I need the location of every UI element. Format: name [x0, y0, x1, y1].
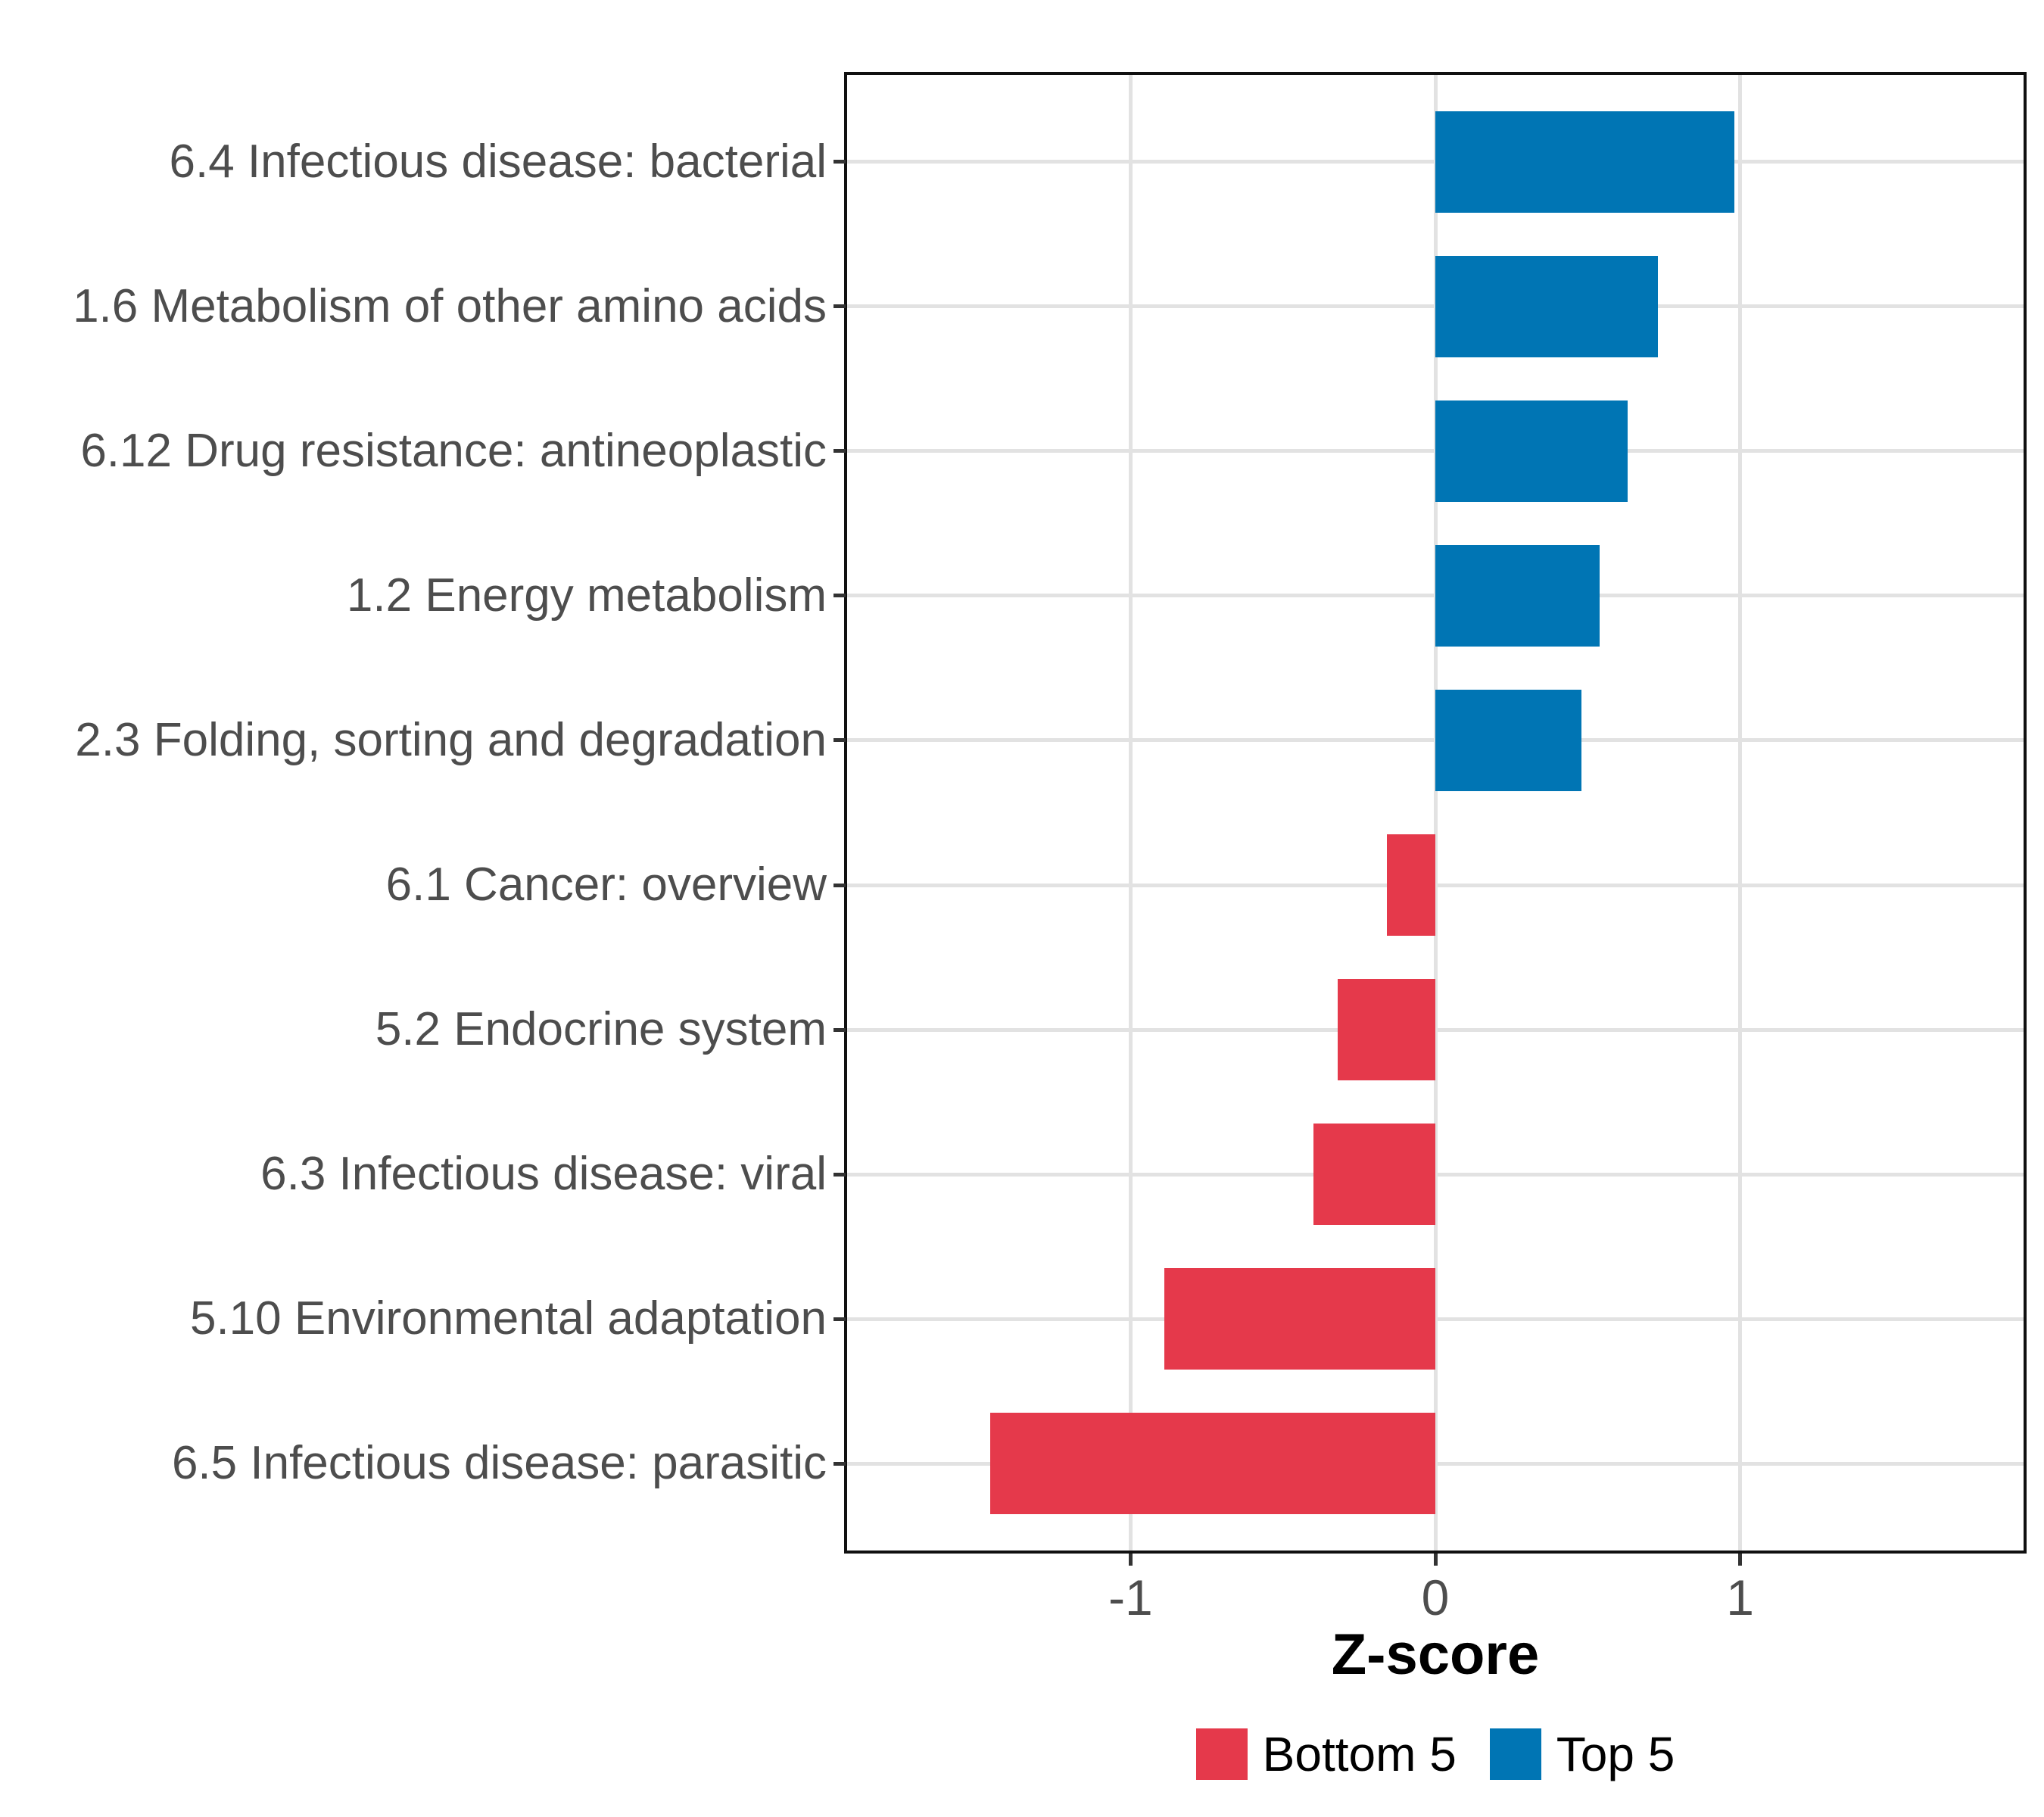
y-axis-label-1: 1.6 Metabolism of other amino acids: [73, 279, 827, 332]
x-tick--1: [1128, 1554, 1133, 1566]
y-tick-3: [833, 594, 846, 598]
legend-label-top5: Top 5: [1556, 1727, 1675, 1781]
y-axis-label-3: 1.2 Energy metabolism: [346, 569, 827, 622]
bar-3: [1435, 545, 1600, 647]
bar-9: [990, 1413, 1435, 1515]
bar-4: [1435, 690, 1582, 791]
gridline-row-5: [847, 883, 2024, 887]
legend-label-bottom5: Bottom 5: [1262, 1727, 1457, 1781]
y-axis-label-2: 6.12 Drug resistance: antineoplastic: [80, 424, 827, 477]
gridline-row-9: [847, 1461, 2024, 1466]
y-axis-label-4: 2.3 Folding, sorting and degradation: [75, 713, 827, 766]
bar-1: [1435, 255, 1658, 357]
y-axis-label-8: 5.10 Environmental adaptation: [189, 1292, 827, 1345]
gridline-x-0: [1433, 75, 1438, 1551]
y-tick-9: [833, 1461, 846, 1466]
y-tick-5: [833, 883, 846, 887]
y-axis-label-5: 6.1 Cancer: overview: [385, 859, 827, 912]
x-tick-label-0: 0: [1421, 1569, 1450, 1625]
bar-5: [1386, 834, 1435, 936]
x-axis-title: Z-score: [1331, 1622, 1540, 1687]
y-axis-label-6: 5.2 Endocrine system: [375, 1003, 827, 1056]
legend-swatch-bottom5: [1195, 1728, 1248, 1780]
x-tick-label--1: -1: [1108, 1569, 1153, 1625]
bar-7: [1313, 1124, 1435, 1226]
bar-8: [1164, 1268, 1435, 1370]
legend-item-top5: Top 5: [1489, 1727, 1675, 1781]
y-tick-1: [833, 304, 846, 309]
y-tick-2: [833, 449, 846, 453]
gridline-row-7: [847, 1172, 2024, 1177]
gridline-row-8: [847, 1317, 2024, 1321]
y-axis-label-7: 6.3 Infectious disease: viral: [260, 1148, 827, 1201]
x-tick-1: [1738, 1554, 1743, 1566]
gridline-row-6: [847, 1027, 2024, 1032]
legend-item-bottom5: Bottom 5: [1195, 1727, 1457, 1781]
y-tick-4: [833, 738, 846, 743]
gridline-x-1: [1738, 75, 1743, 1551]
y-tick-8: [833, 1317, 846, 1321]
y-tick-0: [833, 160, 846, 164]
y-tick-6: [833, 1027, 846, 1032]
y-tick-7: [833, 1172, 846, 1177]
x-tick-0: [1433, 1554, 1438, 1566]
gridline-x--1: [1128, 75, 1133, 1551]
legend: Bottom 5 Top 5: [847, 1728, 2024, 1781]
x-tick-label-1: 1: [1726, 1569, 1754, 1625]
bar-2: [1435, 400, 1628, 502]
y-axis-label-0: 6.4 Infectious disease: bacterial: [169, 135, 827, 188]
y-axis-label-9: 6.5 Infectious disease: parasitic: [171, 1437, 827, 1490]
plot-panel: [844, 72, 2027, 1554]
bar-6: [1338, 979, 1435, 1080]
legend-swatch-top5: [1489, 1728, 1541, 1780]
bar-0: [1435, 111, 1734, 213]
